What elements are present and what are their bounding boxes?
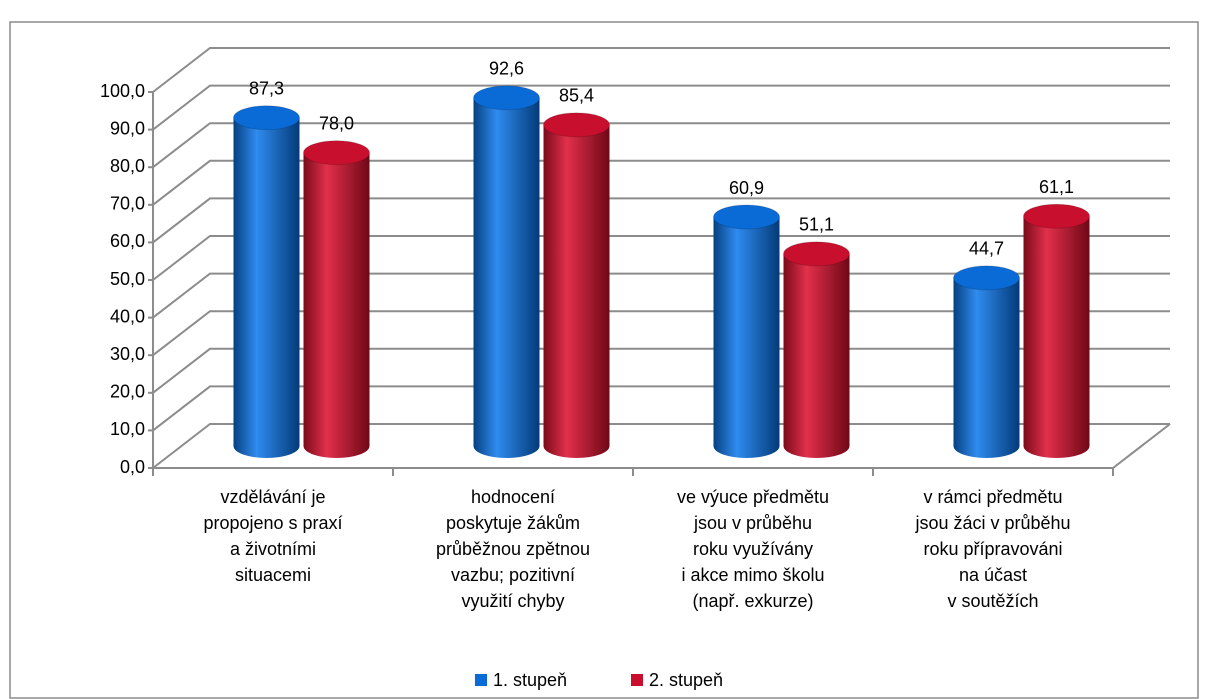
bar-top xyxy=(303,140,370,166)
y-tick-label: 50,0 xyxy=(110,269,145,289)
bar xyxy=(233,105,300,458)
x-tick-label: ve výuce předmětu jsou v průběhu roku využ… xyxy=(677,487,829,611)
y-tick-label: 60,0 xyxy=(110,231,145,251)
y-tick-label: 40,0 xyxy=(110,306,145,326)
bar-top xyxy=(1023,203,1090,229)
grid-line xyxy=(152,47,1170,93)
legend-swatch xyxy=(631,674,643,686)
grid-line xyxy=(152,197,1170,244)
bar-top xyxy=(543,112,610,138)
bar xyxy=(303,140,370,458)
bar-body xyxy=(303,152,370,458)
bar-top xyxy=(233,105,300,131)
bar-body xyxy=(953,277,1020,458)
data-label: 92,6 xyxy=(489,59,524,79)
bar xyxy=(473,85,540,458)
legend-swatch xyxy=(475,674,487,686)
bar xyxy=(783,241,850,458)
chart-frame xyxy=(9,21,1199,699)
bar-body xyxy=(543,124,610,459)
y-tick-label: 20,0 xyxy=(110,382,145,402)
bar xyxy=(713,204,780,458)
y-tick-label: 70,0 xyxy=(110,194,145,214)
grid-line xyxy=(152,310,1170,356)
bar-top xyxy=(473,85,540,111)
data-label: 85,4 xyxy=(559,86,594,106)
grid-line xyxy=(152,272,1170,319)
data-label: 61,1 xyxy=(1039,177,1074,197)
grid-line xyxy=(152,122,1170,168)
data-label: 78,0 xyxy=(319,113,354,133)
x-tick-label: hodnocení poskytuje žákům průběžnou zpětno… xyxy=(436,487,590,611)
grid-line xyxy=(152,235,1170,281)
bar-top xyxy=(953,265,1020,291)
grid-line xyxy=(152,159,1170,206)
x-tick-label: vzdělávání je propojeno s praxí a životním… xyxy=(203,487,342,585)
y-tick-label: 0,0 xyxy=(120,457,145,477)
grid-line xyxy=(152,385,1170,432)
legend-label: 1. stupeň xyxy=(493,670,567,690)
grid-line xyxy=(152,84,1170,131)
y-tick-label: 100,0 xyxy=(100,81,145,101)
bar-top xyxy=(713,204,780,230)
y-tick-label: 90,0 xyxy=(110,118,145,138)
y-tick-label: 80,0 xyxy=(110,156,145,176)
bar xyxy=(543,112,610,459)
data-label: 60,9 xyxy=(729,178,764,198)
data-label: 87,3 xyxy=(249,79,284,99)
bar-body xyxy=(783,253,850,458)
data-label: 44,7 xyxy=(969,239,1004,259)
bar-body xyxy=(1023,216,1090,458)
x-tick-label: v rámci předmětu jsou žáci v průběhu roku … xyxy=(914,487,1070,611)
bar xyxy=(953,265,1020,458)
data-label: 51,1 xyxy=(799,215,834,235)
grid-line xyxy=(152,423,1170,469)
y-tick-label: 10,0 xyxy=(110,419,145,439)
bar-body xyxy=(473,97,540,458)
bar xyxy=(1023,203,1090,458)
grid-line xyxy=(152,347,1170,394)
legend-label: 2. stupeň xyxy=(649,670,723,690)
bar-body xyxy=(233,117,300,458)
bar-top xyxy=(783,241,850,267)
y-tick-label: 30,0 xyxy=(110,344,145,364)
bar-body xyxy=(713,217,780,458)
